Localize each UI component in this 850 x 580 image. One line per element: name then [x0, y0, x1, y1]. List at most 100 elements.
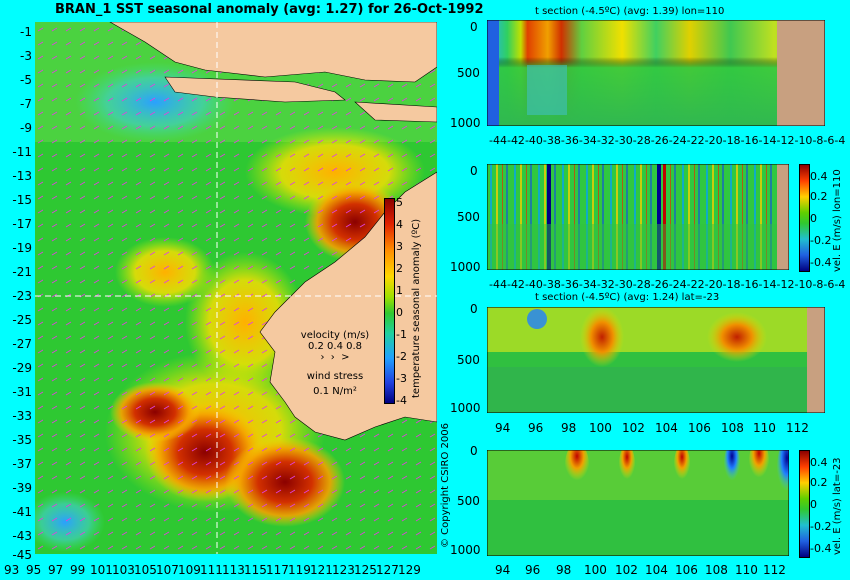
t-section-lat-plot[interactable]	[487, 307, 825, 413]
lat-tick: -43	[12, 529, 32, 543]
lat-tick: -21	[12, 265, 32, 279]
x-axis: -44 -42 -40 -38 -36 -34 -32 -30 -28 -26 …	[489, 134, 845, 147]
depth-tick: 500	[457, 210, 480, 224]
lon-tick: 111	[200, 563, 223, 577]
lon-tick: 97	[48, 563, 64, 577]
lat-tick: -15	[12, 193, 32, 207]
lon-tick: 99	[70, 563, 86, 577]
lat-tick: -45	[12, 548, 32, 562]
x-tick: -34	[578, 278, 597, 291]
colorbar-label: temperature seasonal anomaly (ºC)	[411, 218, 422, 398]
lon-tick: 93	[4, 563, 20, 577]
wind-stress-title: wind stress	[306, 371, 364, 382]
x-tick: -36	[560, 134, 579, 147]
main-colorbar	[384, 198, 395, 404]
lon-tick: 103	[112, 563, 135, 577]
panel-title: t section (-4.5ºC) (avg: 1.24) lat=-23	[535, 292, 720, 303]
colorbar-tick: -2	[396, 350, 407, 363]
x-tick: -42	[506, 134, 525, 147]
x-tick: 104	[655, 421, 678, 435]
velocity-arrows-icon: › › >	[320, 352, 350, 363]
lon-tick: 117	[266, 563, 289, 577]
colorbar-tick: 4	[396, 218, 403, 231]
x-tick: 102	[622, 421, 645, 435]
x-tick: -18	[722, 134, 741, 147]
lat-tick: -25	[12, 313, 32, 327]
colorbar-label: vel. E (m/s) lon=110	[832, 169, 843, 272]
velocity-legend: velocity (m/s) 0.2 0.4 0.8 › › > wind st…	[290, 330, 380, 397]
lon-tick: 109	[178, 563, 201, 577]
lat-tick: -19	[12, 241, 32, 255]
x-tick: -28	[632, 134, 651, 147]
x-tick: -40	[524, 134, 543, 147]
colorbar-tick: 0.4	[810, 456, 828, 469]
colorbar-tick: -0.4	[810, 542, 832, 555]
colorbar-tick: 3	[396, 240, 403, 253]
x-tick: -26	[650, 134, 669, 147]
x-tick: -14	[758, 278, 777, 291]
x-tick: 104	[645, 563, 668, 577]
colorbar-label: vel. E (m/s) lat=-23	[832, 457, 843, 555]
lat-tick: -31	[12, 385, 32, 399]
vel-lon-colorbar	[799, 164, 810, 272]
x-tick: -38	[542, 278, 561, 291]
colorbar-tick: -0.2	[810, 520, 832, 533]
lon-tick: 101	[90, 563, 113, 577]
x-tick: -4	[834, 134, 846, 147]
lat-tick: -7	[20, 97, 32, 111]
lat-tick: -29	[12, 361, 32, 375]
vel-lat-colorbar	[799, 450, 810, 558]
x-tick: 110	[753, 421, 776, 435]
depth-tick: 0	[470, 164, 478, 178]
velocity-legend-values: 0.2 0.4 0.8	[307, 341, 363, 352]
colorbar-tick: 0.2	[810, 190, 828, 203]
colorbar-tick: 0.2	[810, 476, 828, 489]
x-tick: 112	[786, 421, 809, 435]
x-tick: -8	[812, 134, 824, 147]
lon-tick: 115	[244, 563, 267, 577]
lat-tick: -17	[12, 217, 32, 231]
depth-tick: 500	[457, 494, 480, 508]
lat-tick: -9	[20, 121, 32, 135]
lat-tick: -37	[12, 457, 32, 471]
lon-tick: 105	[134, 563, 157, 577]
lat-tick: -41	[12, 505, 32, 519]
x-tick: -32	[596, 134, 615, 147]
x-tick: -28	[632, 278, 651, 291]
colorbar-tick: -0.2	[810, 234, 832, 247]
lat-axis: -1 -3 -5 -7 -9 -11 -13 -15 -17 -19 -21 -…	[0, 22, 34, 562]
x-tick: -4	[834, 278, 846, 291]
depth-tick: 1000	[450, 543, 481, 557]
colorbar-tick: 0	[396, 306, 403, 319]
x-tick: -14	[758, 134, 777, 147]
lon-tick: 129	[398, 563, 421, 577]
x-tick: 94	[495, 563, 511, 577]
t-section-lon-plot[interactable]	[487, 20, 825, 126]
x-tick: -6	[823, 278, 835, 291]
map-title: BRAN_1 SST seasonal anomaly (avg: 1.27) …	[55, 2, 484, 17]
lat-tick: -27	[12, 337, 32, 351]
lat-tick: -3	[20, 49, 32, 63]
x-tick: -44	[489, 134, 507, 147]
x-tick: 106	[688, 421, 711, 435]
lat-tick: -33	[12, 409, 32, 423]
x-tick: -22	[686, 278, 705, 291]
colorbar-tick: -1	[396, 328, 407, 341]
x-tick: -30	[614, 134, 633, 147]
vel-lon-plot[interactable]	[487, 164, 789, 270]
colorbar-tick: 0.4	[810, 170, 828, 183]
depth-tick: 1000	[450, 401, 481, 415]
colorbar-tick: 1	[396, 284, 403, 297]
x-tick: -20	[704, 134, 723, 147]
x-tick: 108	[705, 563, 728, 577]
vel-lat-plot[interactable]	[487, 450, 789, 556]
x-tick: 106	[675, 563, 698, 577]
x-tick: -38	[542, 134, 561, 147]
x-tick: -32	[596, 278, 615, 291]
depth-tick: 1000	[450, 116, 481, 130]
lon-tick: 119	[288, 563, 311, 577]
lon-tick: 121	[310, 563, 333, 577]
copyright-text: © Copyright CSIRO 2006	[440, 423, 451, 548]
sst-anomaly-map[interactable]	[35, 22, 437, 554]
lon-tick: 107	[156, 563, 179, 577]
